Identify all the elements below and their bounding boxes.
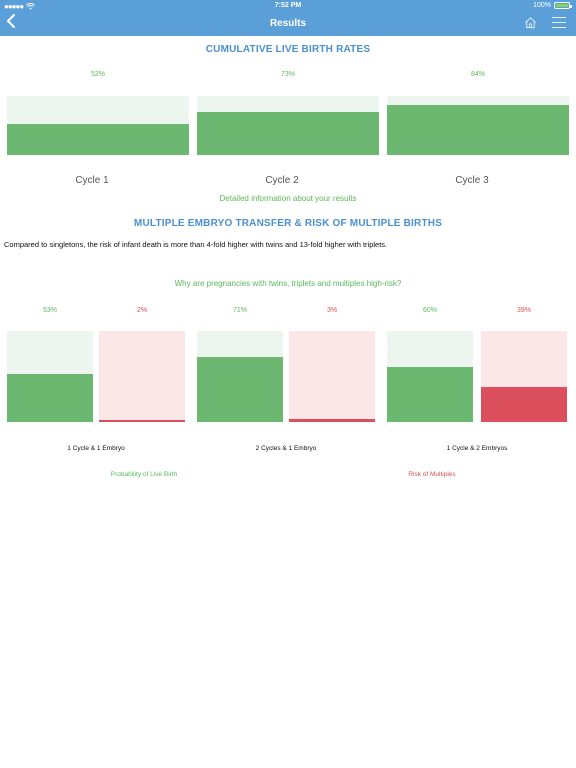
group-label-3: 1 Cycle & 2 Embryos [446,445,508,452]
cycle-label-2: Cycle 2 [265,175,299,186]
cumulative-percent-2: 73% [280,71,295,78]
navigation-bar: ●●●●● 7:52 PM 100% Results [0,0,576,36]
multiple-title: MULTIPLE EMBRYO TRANSFER & RISK OF MULTI… [133,218,443,229]
status-bar: ●●●●● 7:52 PM 100% [0,0,576,12]
legend-risk: Risk of Multiples [408,471,456,478]
risk-percent-1: 2% [136,307,148,314]
menu-button[interactable] [552,17,566,29]
risk-bar-fill-2 [289,419,375,422]
cumulative-percent-1: 52% [90,71,105,78]
page-title: Results [269,18,307,29]
live-bar-fill-2 [197,357,283,422]
cumulative-percent-3: 84% [470,71,485,78]
risk-bar-2 [289,331,375,422]
risk-percent-2: 3% [326,307,338,314]
legend-live-birth: Probability of Live Birth [110,471,178,478]
live-percent-1: 53% [42,307,57,314]
cycle-label-1: Cycle 1 [75,175,109,186]
why-link[interactable]: Why are pregnancies with twins, triplets… [174,279,402,288]
risk-bar-3 [481,331,567,422]
live-bar-2 [197,331,283,422]
wifi-icon [26,3,36,10]
signal-strength: ●●●●● [4,2,24,11]
detail-link[interactable]: Detailed information about your results [219,194,357,203]
risk-percent-3: 39% [516,307,531,314]
cycle-label-3: Cycle 3 [455,175,489,186]
live-percent-3: 60% [422,307,437,314]
live-bar-3 [387,331,473,422]
risk-bar-1 [99,331,185,422]
live-bar-1 [7,331,93,422]
back-chevron-icon [7,14,15,28]
home-icon [525,17,536,29]
group-label-1: 1 Cycle & 1 Embryo [67,445,125,452]
battery-icon [554,2,572,9]
cumulative-bar-fill-3 [387,105,569,155]
cumulative-bar-3 [387,96,569,155]
live-bar-fill-1 [7,373,93,422]
menu-icon [552,17,566,28]
status-time: 7:52 PM [274,2,302,9]
live-bar-fill-3 [387,367,473,422]
cumulative-bar-1 [7,96,189,155]
battery-percent: 100% [533,2,551,9]
back-button[interactable] [6,14,20,30]
cumulative-bar-fill-2 [197,111,379,155]
cumulative-bar-fill-1 [7,124,189,155]
home-button[interactable] [524,16,538,30]
live-percent-2: 71% [232,307,247,314]
risk-paragraph: Compared to singletons, the risk of infa… [4,240,388,249]
cumulative-title: CUMULATIVE LIVE BIRTH RATES [205,44,371,55]
risk-bar-fill-3 [481,386,567,422]
risk-bar-fill-1 [99,420,185,422]
cumulative-bar-2 [197,96,379,155]
group-label-2: 2 Cycles & 1 Embryo [255,445,317,452]
